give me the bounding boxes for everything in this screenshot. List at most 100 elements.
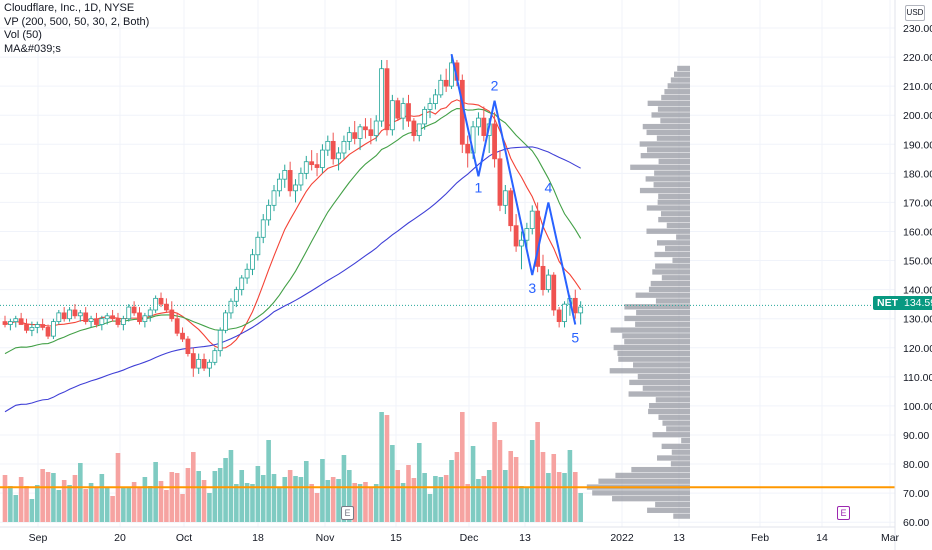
volume-bar [352,483,357,522]
volume-bar [67,485,72,522]
currency-label[interactable]: USD [905,5,925,21]
volume-profile-row [656,240,690,246]
candle-body [185,338,191,354]
volume-bar [142,477,148,522]
candle-body [519,239,524,247]
candle-body [416,123,422,136]
volume-bar [164,490,169,522]
x-tick-label: 13 [519,532,531,544]
last-price-symbol: NET [877,297,898,309]
volume-profile-row [657,106,690,112]
candle-body [432,94,438,104]
volume-bar [201,480,207,522]
candle-body [529,210,535,229]
price-axis[interactable]: 60.00 70.00 80.00 90.00 100.00 110.00 120.00 13… [894,0,932,550]
volume-profile-row [660,211,690,217]
volume-bar [56,490,62,522]
candle-body [293,184,298,192]
volume-profile-row [637,373,690,380]
volume-bar [535,422,540,522]
y-tick-label: 80.00 [903,459,929,471]
candle-body [562,303,567,323]
candle-body [72,309,78,317]
volume-bar [411,478,417,522]
candle-body [244,268,250,279]
volume-bar [104,487,110,522]
candle-body [34,324,40,328]
candlesticks [2,54,584,377]
candle-body [18,318,24,325]
volume-bar [347,470,352,522]
x-tick-label: 13 [673,532,685,544]
earnings-icon-upcoming[interactable]: E [837,506,850,520]
candle-body [56,312,62,323]
volume-bar [390,445,395,522]
volume-bar [438,477,444,522]
volume-profile-row [646,205,690,211]
volume-bar [244,483,250,522]
candle-body [2,321,8,325]
volume-bar [228,450,234,522]
volume-bar [180,494,185,522]
volume-profile-row [652,432,690,438]
candle-body [320,149,325,168]
candle-body [174,318,180,334]
time-axis[interactable]: Sep 20 Oct 18 Nov 15 Dec 13 2022 13 Feb 14 Mar [0,526,900,544]
candle-body [99,318,105,325]
volume-bar [562,473,567,522]
y-tick-label: 230.00 [903,23,932,35]
volume-profile-row [657,455,690,461]
volume-bar [88,483,94,522]
candle-body [298,172,304,186]
volume-bar [126,488,132,522]
volume-bar [546,473,551,522]
volume-bar [121,487,126,522]
symbol-title[interactable]: Cloudflare, Inc., 1D, NYSE [4,2,135,14]
candle-body [379,68,385,122]
volume-profile-row [652,269,690,275]
moving-average-line [4,99,582,349]
volume-bar [131,482,137,522]
elliott-wave-drawing[interactable]: 1 2 3 4 5 [450,53,580,346]
volume-bar [94,488,99,522]
volume-profile-row [624,339,690,345]
volume-profile-row [658,216,690,223]
volume-bar [223,458,228,522]
volume-profile-row [661,275,690,281]
volume-bar [13,495,19,522]
candle-body [61,312,67,320]
candle-body [40,324,46,328]
indicator-vol[interactable]: Vol (50) [4,29,42,41]
volume-profile-row [633,362,690,368]
candle-body [443,79,449,87]
volume-profile-row [618,356,690,362]
volume-profile-row [681,437,690,444]
candle-body [83,312,89,323]
candle-body [303,161,309,174]
volume-profile-row [673,513,690,519]
volume-bar [40,469,45,522]
volume-profile-row [662,420,690,426]
candle-body [45,327,51,337]
volume-profile-row [631,466,690,473]
candle-body [314,164,320,168]
candle-body [228,300,234,314]
volume-profile-row [622,333,690,339]
y-tick-label: 220.00 [903,52,932,64]
indicator-mas[interactable]: MA&#039;s [4,42,61,55]
wave-label: 2 [491,78,499,94]
candle-body [196,358,202,369]
volume-profile-row [657,199,690,205]
volume-bar [460,412,465,522]
indicator-vp[interactable]: VP (200, 500, 50, 30, 2, Both) [4,15,150,28]
y-tick-label: 100.00 [903,401,932,413]
volume-bar [83,489,88,522]
last-price-value: 134.59 [904,297,932,309]
volume-bar [320,459,325,522]
candle-body [411,120,417,136]
volume-bar [476,479,481,522]
earnings-icon[interactable]: E [341,506,354,520]
y-tick-label: 170.00 [903,197,932,209]
volume-bar [363,482,368,522]
